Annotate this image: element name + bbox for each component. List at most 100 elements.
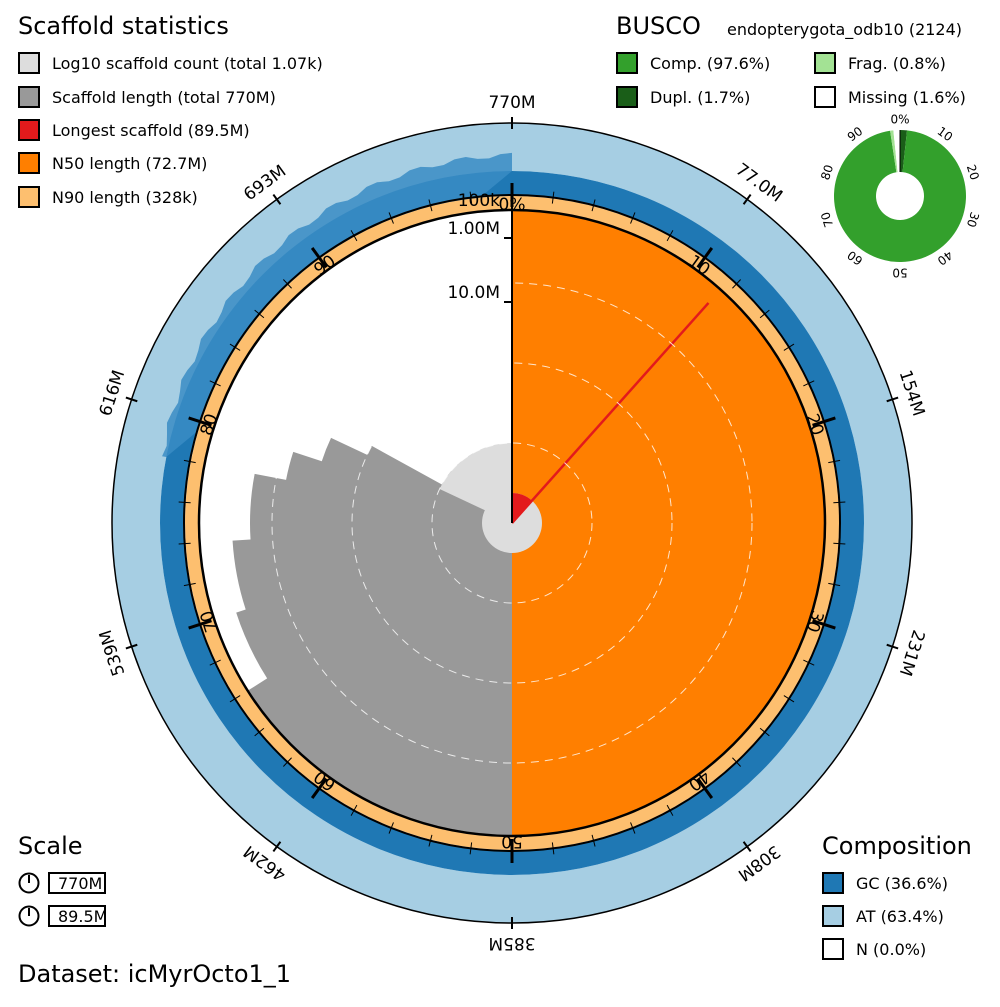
busco-legend-duplicated: Dupl. (1.7%) bbox=[616, 86, 750, 108]
percent-tick bbox=[812, 416, 836, 427]
percent-tick bbox=[188, 416, 212, 427]
percent-minor-tick bbox=[388, 212, 394, 224]
percent-minor-tick bbox=[732, 757, 742, 767]
busco-duplicated-slice bbox=[900, 130, 908, 173]
percent-minor-tick bbox=[759, 727, 770, 737]
legend-label: GC (36.6%) bbox=[856, 873, 948, 893]
busco-lineage: endopterygota_odb10 (2124) bbox=[727, 20, 963, 39]
percent-minor-tick bbox=[428, 834, 433, 847]
percent-minor-tick bbox=[388, 822, 394, 834]
percent-minor-tick bbox=[833, 501, 846, 504]
percent-minor-tick bbox=[428, 199, 433, 212]
radial-gridline bbox=[351, 362, 673, 684]
percent-minor-tick bbox=[350, 230, 358, 242]
scale-value-total: 770M bbox=[48, 872, 106, 894]
length-tick-label: 616M bbox=[96, 368, 130, 419]
busco-legend-complete: Comp. (97.6%) bbox=[616, 52, 770, 74]
busco-tick-label: 30 bbox=[964, 210, 982, 229]
percent-tick bbox=[310, 777, 328, 799]
length-tick bbox=[125, 396, 138, 403]
length-tick-label: 231M bbox=[895, 627, 929, 678]
busco-tick-label: 40 bbox=[935, 248, 956, 268]
swatch-busco-complete bbox=[616, 52, 638, 74]
scale-row-longest: 89.5M bbox=[18, 905, 107, 927]
scale-title: Scale bbox=[18, 832, 83, 860]
busco-tick-label: 20 bbox=[964, 163, 982, 182]
percent-minor-tick bbox=[254, 309, 265, 319]
n50-area bbox=[512, 210, 825, 836]
percent-minor-tick bbox=[178, 542, 191, 545]
dataset-label: Dataset: icMyrOcto1_1 bbox=[18, 960, 292, 988]
percent-tick-label: 0% bbox=[499, 195, 526, 215]
busco-fragmented-slice bbox=[890, 130, 898, 173]
percent-minor-tick bbox=[666, 804, 674, 816]
radial-tick-label: 10.0M bbox=[447, 283, 500, 303]
legend-longest-scaffold: Longest scaffold (89.5M) bbox=[18, 119, 250, 141]
swatch-longest-scaffold bbox=[18, 119, 40, 141]
percent-tick-label: 50 bbox=[501, 831, 523, 851]
length-tick bbox=[742, 193, 752, 205]
percent-minor-tick bbox=[229, 695, 241, 703]
composition-legend-at: AT (63.4%) bbox=[822, 905, 944, 927]
length-tick bbox=[742, 841, 752, 853]
swatch-n50 bbox=[18, 152, 40, 174]
composition-legend-gc: GC (36.6%) bbox=[822, 872, 948, 894]
scale-row-total: 770M bbox=[18, 872, 106, 894]
busco-legend-fragmented: Frag. (0.8%) bbox=[814, 52, 946, 74]
length-tick bbox=[886, 643, 899, 650]
swatch-busco-fragmented bbox=[814, 52, 836, 74]
legend-label: Scaffold length (total 770M) bbox=[52, 87, 276, 107]
legend-label: Frag. (0.8%) bbox=[848, 53, 946, 73]
radial-gridline bbox=[271, 282, 753, 764]
swatch-n bbox=[822, 938, 844, 960]
busco-complete-slice bbox=[834, 130, 967, 262]
legend-label: Missing (1.6%) bbox=[848, 87, 966, 107]
busco-tick-label: 80 bbox=[818, 163, 836, 182]
swatch-gc bbox=[822, 872, 844, 894]
clock-icon bbox=[18, 905, 40, 927]
swatch-at bbox=[822, 905, 844, 927]
scaffold-length-area bbox=[232, 437, 512, 836]
percent-minor-tick bbox=[469, 191, 473, 204]
longest-scaffold-line bbox=[511, 302, 710, 524]
percent-minor-tick bbox=[591, 199, 596, 212]
length-tick-label: 154M bbox=[895, 368, 929, 419]
percent-tick bbox=[812, 619, 836, 630]
busco-tick-label: 10 bbox=[935, 124, 956, 144]
percent-minor-tick bbox=[803, 380, 815, 387]
percent-minor-tick bbox=[469, 842, 473, 855]
busco-missing-slice bbox=[893, 130, 900, 173]
percent-minor-tick bbox=[630, 822, 636, 834]
percent-minor-tick bbox=[828, 582, 841, 587]
percent-tick bbox=[188, 619, 212, 630]
percent-minor-tick bbox=[183, 582, 196, 587]
swatch-n90 bbox=[18, 186, 40, 208]
percent-minor-tick bbox=[759, 309, 770, 319]
length-tick-label: 385M bbox=[488, 933, 535, 953]
length-tick bbox=[125, 643, 138, 650]
percent-minor-tick bbox=[833, 542, 846, 545]
chart-title: Scaffold statistics bbox=[18, 12, 229, 40]
busco-title: BUSCO bbox=[616, 12, 701, 40]
percent-minor-tick bbox=[282, 757, 292, 767]
busco-legend-missing: Missing (1.6%) bbox=[814, 86, 966, 108]
legend-log10-count: Log10 scaffold count (total 1.07k) bbox=[18, 52, 323, 74]
percent-minor-tick bbox=[229, 343, 241, 351]
composition-title: Composition bbox=[822, 832, 972, 860]
percent-tick bbox=[696, 247, 714, 269]
radial-tick-label: 100k bbox=[458, 191, 500, 211]
empty-region bbox=[238, 211, 512, 485]
legend-label: N (0.0%) bbox=[856, 939, 927, 959]
swatch-busco-duplicated bbox=[616, 86, 638, 108]
length-tick-label: 770M bbox=[488, 93, 535, 113]
legend-label: Comp. (97.6%) bbox=[650, 53, 771, 73]
percent-minor-tick bbox=[209, 380, 221, 387]
percent-minor-tick bbox=[350, 804, 358, 816]
length-tick bbox=[272, 841, 282, 853]
percent-minor-tick bbox=[783, 695, 795, 703]
percent-minor-tick bbox=[254, 727, 265, 737]
legend-n50: N50 length (72.7M) bbox=[18, 152, 207, 174]
percent-minor-tick bbox=[732, 279, 742, 289]
legend-label: Longest scaffold (89.5M) bbox=[52, 120, 250, 140]
